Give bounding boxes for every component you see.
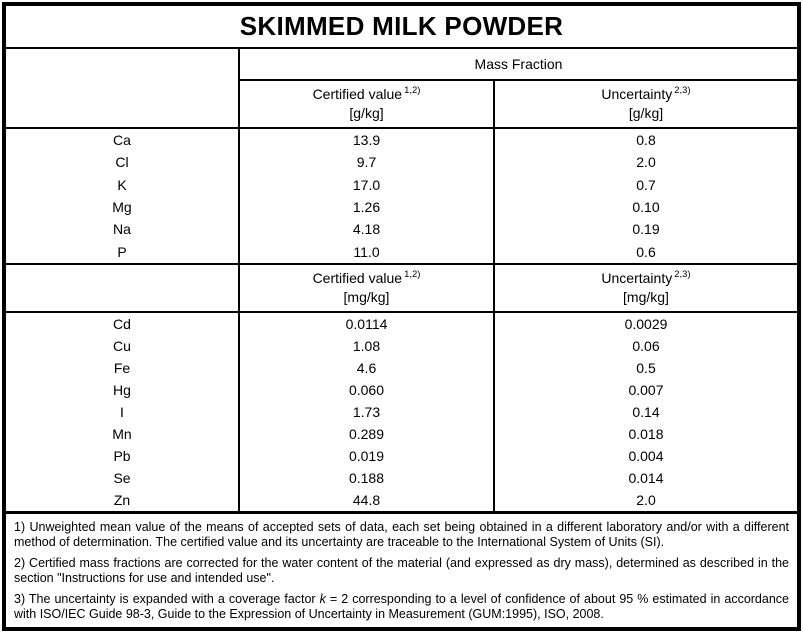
cell-certified: 17.0 [240,173,495,196]
cell-certified: 13.9 [240,129,495,152]
footnote-3-prefix: 3) The uncertainty is expanded with a co… [14,591,320,606]
cell-certified: 0.019 [240,444,495,467]
uncertainty-text-mg: Uncertainty [601,269,673,286]
table-row: Fe 4.6 0.5 [6,356,797,379]
certified-value-text-mg: Certified value [312,269,403,286]
cell-element: Pb [6,444,240,467]
cell-element: Mg [6,195,240,219]
uncertainty-footnote-ref: 2,3) [674,85,691,97]
cell-certified: 1.26 [240,195,495,219]
uncertainty-header: Uncertainty 2,3) [g/kg] [495,81,797,127]
cell-uncertainty: 2.0 [636,154,656,171]
table-row: K 17.0 0.7 [6,173,797,196]
table-row: Na 4.18 0.19 [6,218,797,241]
cell-certified: 0.289 [240,422,495,445]
cell-uncertainty: 2.0 [636,491,656,508]
cell-certified: 0.188 [240,466,495,489]
table-row: Mn 0.289 0.018 [6,422,797,445]
mass-fraction-group: Mass Fraction Certified value 1,2) [g/kg]… [240,49,797,127]
cell-element: Na [6,218,240,241]
column-headers-gkg: Certified value 1,2) [g/kg] Uncertainty 2,… [240,81,797,127]
table-row: Mg 1.26 0.10 [6,195,797,219]
cell-uncertainty: 0.0029 [624,315,668,332]
cell-element: Mn [6,422,240,445]
uncertainty-header-mg: Uncertainty 2,3) [mg/kg] [495,265,797,311]
cell-certified: 9.7 [240,151,495,174]
cell-element: Fe [6,356,240,379]
uncertainty-unit-mg: [mg/kg] [623,288,669,305]
cell-certified: 1.73 [240,400,495,423]
certified-value-header: Certified value 1,2) [g/kg] [240,81,495,127]
cell-uncertainty: 0.6 [636,243,656,260]
cell-certified: 11.0 [240,240,495,263]
certified-value-label-mg: Certified value 1,2) [313,269,421,288]
table-row: Se 0.188 0.014 [6,466,797,489]
cell-uncertainty: 0.06 [632,337,660,354]
table-row: Pb 0.019 0.004 [6,444,797,467]
cell-certified: 0.0114 [240,312,495,335]
certified-value-unit-mg: [mg/kg] [343,288,390,305]
column-headers-mgkg: Certified value 1,2) [mg/kg] Uncertainty 2… [6,262,797,313]
footnote-3-suffix: = 2 corresponding to a level of confiden… [14,591,789,622]
data-rows-mgkg: Cd 0.0114 0.0029 Cu 1.08 0.06 Fe 4.6 0.5 Hg 0.060 0… [6,312,797,511]
footnotes-section: 1) Unweighted mean value of the means of… [6,510,797,627]
cell-certified: 44.8 [240,488,495,511]
element-column-subheader-empty [6,264,240,311]
cell-element: Zn [6,488,240,511]
cell-uncertainty: 0.014 [628,469,664,486]
table-row: P 11.0 0.6 [6,240,797,263]
table-row: Cd 0.0114 0.0029 [6,312,797,335]
cell-uncertainty: 0.018 [628,425,664,442]
footnote-3-italic-k: k [319,591,326,606]
data-rows-gkg: Ca 13.9 0.8 Cl 9.7 2.0 K 17.0 0.7 Mg 1.26 0.10 Na 4.1… [6,129,797,263]
certified-value-footnote-ref-mg: 1,2) [404,269,421,281]
table-header-block: Mass Fraction Certified value 1,2) [g/kg]… [6,49,797,129]
cell-element: Se [6,466,240,489]
uncertainty-text: Uncertainty [601,86,673,102]
uncertainty-footnote-ref-mg: 2,3) [674,269,691,281]
certified-value-text: Certified value [312,86,403,102]
certified-value-unit: [g/kg] [349,105,384,121]
cell-element: Cd [6,312,240,335]
cell-uncertainty: 0.5 [636,359,656,376]
cell-certified: 1.08 [240,334,495,357]
cell-uncertainty: 0.19 [632,221,660,238]
cell-element: Cu [6,334,240,357]
certified-value-label: Certified value 1,2) [313,85,421,104]
element-column-header-empty [6,49,240,127]
cell-element: Ca [6,129,240,152]
footnote-3: 3) The uncertainty is expanded with a co… [14,592,789,623]
cell-uncertainty: 0.007 [628,381,664,398]
footnote-2: 2) Certified mass fractions are correcte… [14,555,789,586]
cell-element: Hg [6,378,240,401]
group-header: Mass Fraction [240,49,797,81]
table-row: Ca 13.9 0.8 [6,129,797,152]
footnote-1: 1) Unweighted mean value of the means of… [14,519,789,550]
table-row: Zn 44.8 2.0 [6,488,797,511]
cell-element: Cl [6,151,240,174]
cell-certified: 4.6 [240,356,495,379]
table-row: Hg 0.060 0.007 [6,378,797,401]
uncertainty-label-mg: Uncertainty 2,3) [601,269,690,288]
table-row: Cu 1.08 0.06 [6,334,797,357]
cell-uncertainty: 0.8 [636,132,656,149]
uncertainty-label: Uncertainty 2,3) [601,85,690,104]
certified-value-header-mg: Certified value 1,2) [mg/kg] [240,264,495,311]
certified-value-footnote-ref: 1,2) [404,85,421,97]
cell-certified: 0.060 [240,378,495,401]
cell-uncertainty: 0.14 [632,403,660,420]
table-row: I 1.73 0.14 [6,400,797,423]
cell-certified: 4.18 [240,218,495,241]
cell-uncertainty: 0.004 [628,447,664,464]
cell-element: K [6,173,240,196]
cell-uncertainty: 0.7 [636,176,656,193]
cell-uncertainty: 0.10 [632,199,660,216]
cell-element: P [6,240,240,263]
table-row: Cl 9.7 2.0 [6,151,797,174]
page-title: SKIMMED MILK POWDER [6,6,797,49]
cell-element: I [6,400,240,423]
uncertainty-unit: [g/kg] [628,105,664,121]
